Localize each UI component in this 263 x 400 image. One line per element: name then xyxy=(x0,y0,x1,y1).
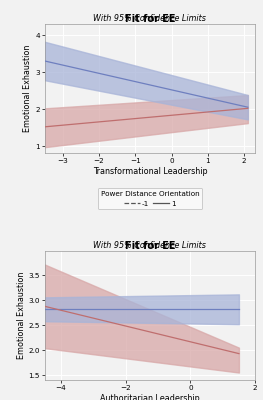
Text: With 95% Confidence Limits: With 95% Confidence Limits xyxy=(93,241,206,250)
Legend: -1, 1: -1, 1 xyxy=(98,188,202,209)
X-axis label: Authoritarian Leadership: Authoritarian Leadership xyxy=(100,394,200,400)
X-axis label: Transformational Leadership: Transformational Leadership xyxy=(93,167,207,176)
Title: Fit for EE: Fit for EE xyxy=(125,14,175,24)
Title: Fit for EE: Fit for EE xyxy=(125,240,175,250)
Text: With 95% Confidence Limits: With 95% Confidence Limits xyxy=(93,14,206,23)
Y-axis label: Emotional Exhaustion: Emotional Exhaustion xyxy=(23,45,32,132)
Y-axis label: Emotional Exhaustion: Emotional Exhaustion xyxy=(17,272,26,359)
